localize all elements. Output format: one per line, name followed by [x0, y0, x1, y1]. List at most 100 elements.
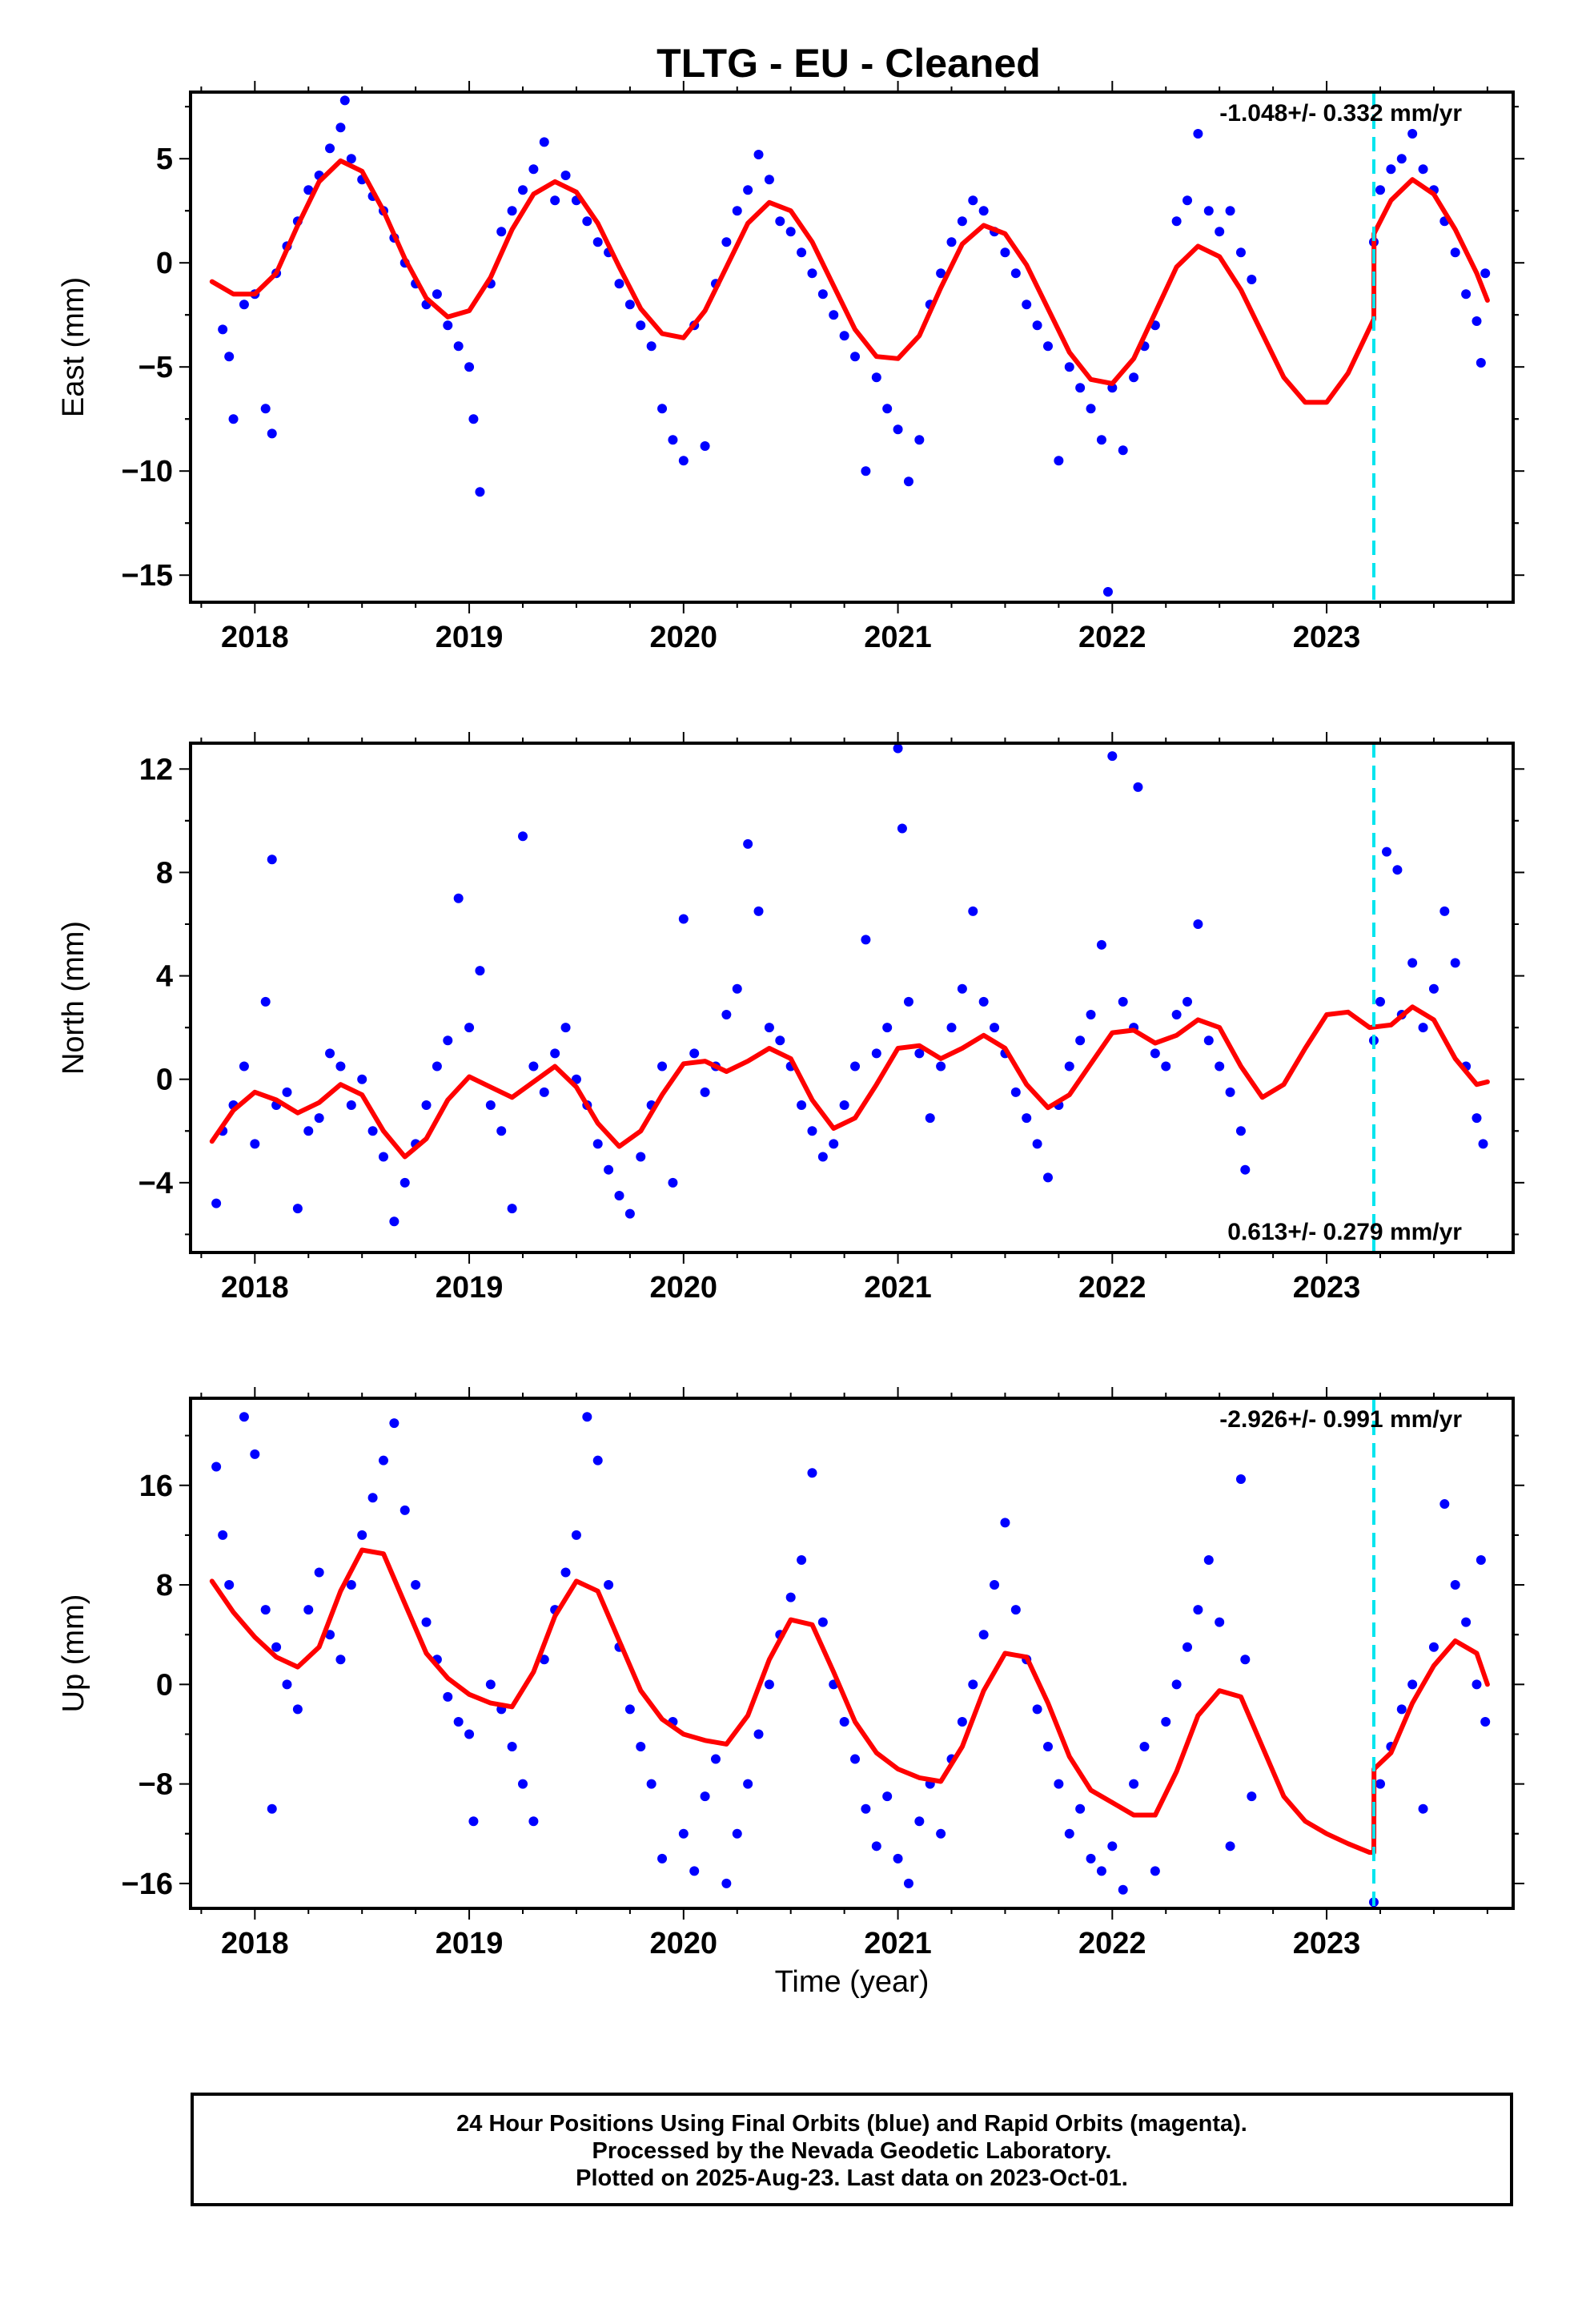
data-point [496, 227, 507, 237]
data-point [1064, 1828, 1074, 1839]
data-point [518, 185, 528, 195]
data-point [1203, 1554, 1214, 1565]
data-point [1075, 383, 1086, 393]
data-point [211, 1198, 222, 1208]
data-point [893, 1853, 903, 1864]
data-point [1042, 1742, 1053, 1752]
data-point [528, 164, 539, 175]
footer-box: 24 Hour Positions Using Final Orbits (bl… [191, 2093, 1513, 2206]
model-curve [209, 1547, 1490, 1856]
data-point [700, 1087, 710, 1097]
y-tick-label: −5 [139, 351, 173, 384]
x-tick-label: 2018 [221, 1271, 289, 1305]
rate-annotation: -2.926+/- 0.991 mm/yr [1219, 1406, 1462, 1433]
data-point [239, 1412, 249, 1422]
data-point [817, 1152, 828, 1162]
data-point [946, 1023, 957, 1033]
data-point [367, 1493, 378, 1503]
data-point [678, 1828, 689, 1839]
data-point [657, 404, 668, 414]
data-point [1118, 1884, 1128, 1895]
data-point [721, 1878, 732, 1888]
data-point [518, 831, 528, 842]
plot-area [209, 92, 1491, 602]
data-point [1042, 1172, 1053, 1183]
data-point [250, 1449, 260, 1459]
data-point [1240, 1655, 1251, 1665]
data-point [1375, 1779, 1385, 1789]
data-point [764, 1023, 774, 1033]
data-point [903, 476, 913, 487]
data-point [550, 195, 560, 206]
y-tick-label: 4 [156, 960, 173, 994]
data-point [453, 1716, 464, 1727]
data-point [411, 1580, 421, 1590]
data-point [1107, 751, 1118, 762]
plot-frame [189, 90, 1515, 604]
data-point [1418, 1803, 1428, 1814]
data-point [775, 216, 785, 227]
y-tick-label: 0 [156, 247, 173, 280]
data-point [464, 1729, 475, 1739]
data-point [325, 1630, 335, 1640]
data-point [817, 1617, 828, 1627]
chart-title: TLTG - EU - Cleaned [656, 41, 1041, 86]
data-point [1042, 341, 1053, 352]
data-point [453, 893, 464, 903]
x-tick-label: 2020 [650, 1271, 718, 1305]
data-point [475, 487, 485, 497]
data-point [432, 1061, 442, 1072]
data-point [604, 1580, 614, 1590]
data-point [978, 1630, 989, 1640]
data-point [267, 428, 277, 439]
data-point [592, 1139, 603, 1149]
data-point [743, 838, 753, 849]
data-point [936, 1828, 946, 1839]
data-point [1010, 1605, 1021, 1615]
data-point [829, 310, 839, 320]
data-point [218, 1530, 228, 1540]
data-point [582, 216, 592, 227]
data-point [1215, 1617, 1225, 1627]
data-point [1193, 919, 1203, 929]
data-point [346, 154, 356, 164]
data-point [464, 362, 475, 372]
x-tick-label: 2021 [864, 1271, 932, 1305]
data-point [1461, 289, 1472, 300]
data-point [700, 1791, 710, 1802]
data-point [1118, 445, 1128, 456]
data-point [1225, 1841, 1235, 1852]
data-point [224, 352, 235, 362]
data-point [1472, 316, 1482, 326]
x-axis-label: Time (year) [775, 1965, 930, 1999]
data-point [753, 150, 764, 159]
y-axis-label: Up (mm) [57, 1594, 90, 1713]
footer-line-2: Processed by the Nevada Geodetic Laborat… [592, 2138, 1112, 2164]
y-tick-label: 0 [156, 1063, 173, 1097]
model-curve [209, 1004, 1490, 1160]
data-point [1054, 456, 1064, 466]
x-tick-label: 2019 [436, 1271, 504, 1305]
x-tick-label: 2022 [1078, 1271, 1146, 1305]
data-point [871, 1841, 881, 1852]
y-tick-label: −10 [122, 455, 173, 489]
data-point [539, 1655, 549, 1665]
data-point [1439, 906, 1450, 916]
data-point [1064, 362, 1074, 372]
y-tick-label: 5 [156, 143, 173, 176]
data-point [325, 143, 335, 154]
data-point [1428, 1642, 1439, 1652]
data-point [604, 1164, 614, 1175]
data-point [978, 206, 989, 216]
data-point [507, 206, 517, 216]
x-tick-label: 2019 [436, 621, 504, 654]
data-point [443, 1691, 453, 1702]
data-point [882, 1023, 893, 1033]
data-point [339, 95, 350, 106]
panel-up: 2018 2019 2020 2021 2022 2023 −16 −8 0 8 16 Up (mm)… [57, 1387, 1524, 1960]
data-point [839, 1100, 849, 1110]
data-point [571, 1530, 581, 1540]
data-point [1161, 1061, 1171, 1072]
data-point [468, 414, 479, 424]
data-point [335, 1061, 346, 1072]
